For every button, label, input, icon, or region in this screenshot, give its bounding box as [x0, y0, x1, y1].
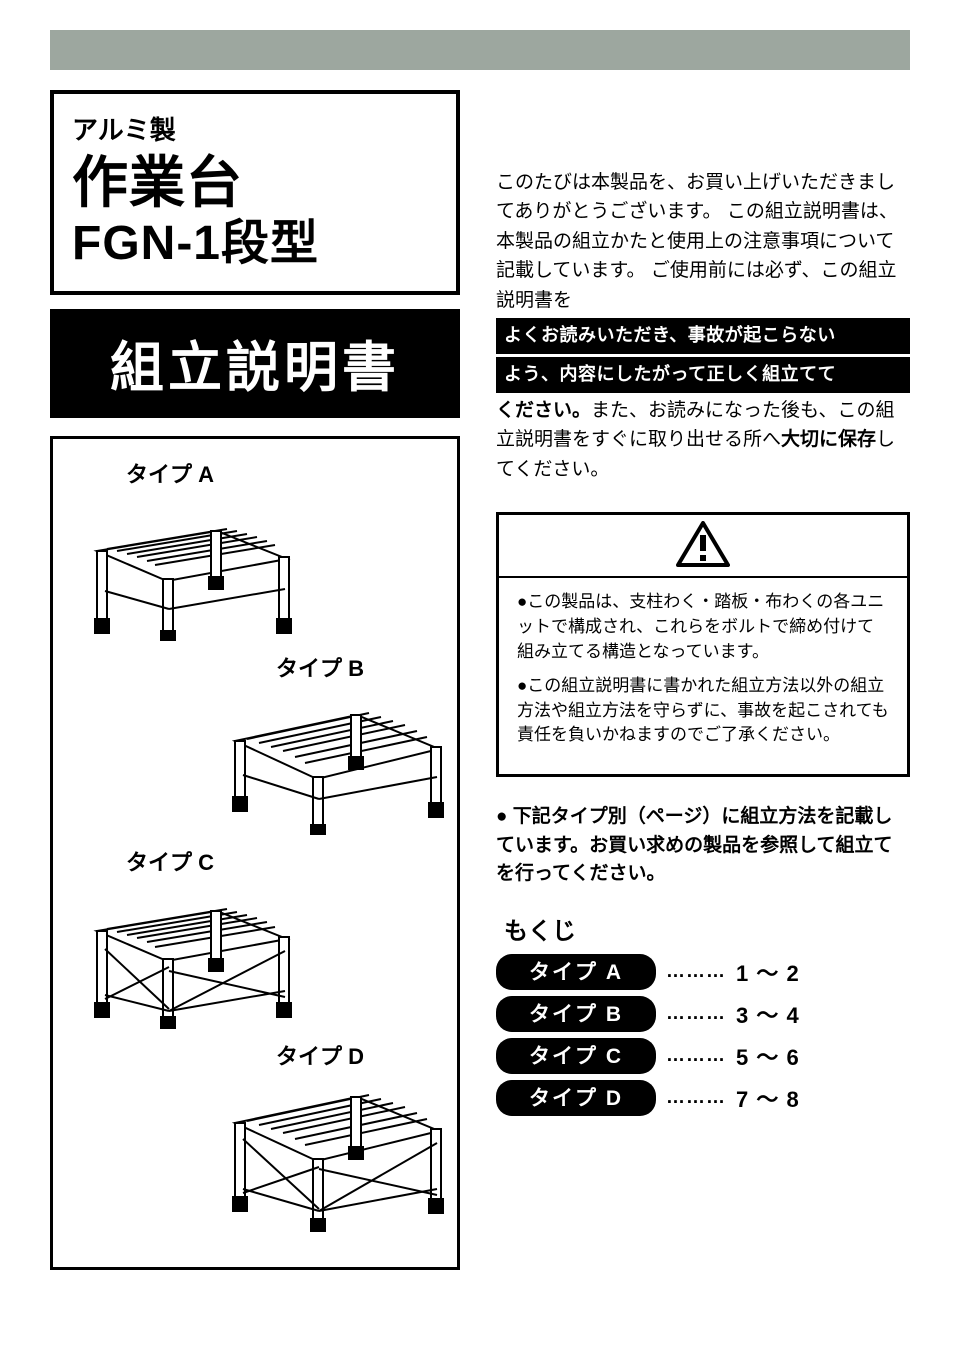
title-product: 作業台 [72, 151, 438, 215]
type-b-label: タイプ B [67, 651, 443, 683]
type-c-section: タイプ C [67, 845, 443, 1029]
warning-item-2: ●この組立説明書に書かれた組立方法以外の組立方法や組立方法を守らずに、事故を起こ… [517, 674, 889, 748]
toc-dots: ……… [666, 1045, 726, 1067]
title-box: アルミ製 作業台 FGN-1段型 [50, 90, 460, 295]
toc-pill-d: タイプ D [496, 1080, 656, 1116]
warning-item-1: ●この製品は、支柱わく・踏板・布わくの各ユニットで構成され、これらをボルトで締め… [517, 590, 889, 664]
toc-dots: ……… [666, 1003, 726, 1025]
toc-pages-c: 5 〜 6 [736, 1040, 800, 1072]
intro-text: このたびは本製品を、お買い上げいただきましてありがとうございます。 この組立説明… [496, 168, 910, 484]
type-a-label: タイプ A [67, 457, 443, 489]
type-c-illustration [77, 879, 297, 1029]
toc-dots: ……… [666, 1087, 726, 1109]
toc-row-b: タイプ B ……… 3 〜 4 [496, 996, 910, 1032]
intro-after-bold: ください。 [496, 400, 591, 421]
intro-strip-1: よくお読みいただき、事故が起こらない [496, 318, 910, 354]
toc-pill-b: タイプ B [496, 996, 656, 1032]
intro-save-bold: 大切に保存 [781, 429, 876, 450]
type-d-section: タイプ D [67, 1039, 443, 1233]
type-a-section: タイプ A [67, 457, 443, 641]
type-b-section: タイプ B [67, 651, 443, 835]
top-color-bar [50, 30, 910, 70]
types-box: タイプ A タイプ B [50, 436, 460, 1270]
manual-badge: 組立説明書 [50, 309, 460, 418]
toc-title: もくじ [496, 911, 910, 946]
toc-pill-a: タイプ A [496, 954, 656, 990]
toc-pages-b: 3 〜 4 [736, 998, 800, 1030]
main-columns: アルミ製 作業台 FGN-1段型 組立説明書 タイプ A [50, 90, 910, 1270]
toc-row-c: タイプ C ……… 5 〜 6 [496, 1038, 910, 1074]
title-model: FGN-1段型 [72, 215, 438, 273]
toc-dots: ……… [666, 961, 726, 983]
type-a-illustration [77, 491, 297, 641]
right-column: このたびは本製品を、お買い上げいただきましてありがとうございます。 この組立説明… [496, 90, 910, 1270]
warning-box: ●この製品は、支柱わく・踏板・布わくの各ユニットで構成され、これらをボルトで締め… [496, 512, 910, 777]
type-d-label: タイプ D [67, 1039, 443, 1071]
left-column: アルミ製 作業台 FGN-1段型 組立説明書 タイプ A [50, 90, 460, 1270]
warning-body: ●この製品は、支柱わく・踏板・布わくの各ユニットで構成され、これらをボルトで締め… [499, 576, 907, 774]
warning-icon [499, 515, 907, 576]
toc-pages-d: 7 〜 8 [736, 1082, 800, 1114]
type-d-illustration [217, 1073, 447, 1233]
toc-pages-a: 1 〜 2 [736, 956, 800, 988]
note-text: ● 下記タイプ別（ページ）に組立方法を記載しています。お買い求めの製品を参照して… [496, 803, 910, 889]
intro-strip-2: よう、内容にしたがって正しく組立てて [496, 357, 910, 393]
type-c-label: タイプ C [67, 845, 443, 877]
toc-pill-c: タイプ C [496, 1038, 656, 1074]
toc-row-a: タイプ A ……… 1 〜 2 [496, 954, 910, 990]
type-b-illustration [217, 685, 447, 835]
title-material: アルミ製 [72, 110, 438, 147]
toc-row-d: タイプ D ……… 7 〜 8 [496, 1080, 910, 1116]
